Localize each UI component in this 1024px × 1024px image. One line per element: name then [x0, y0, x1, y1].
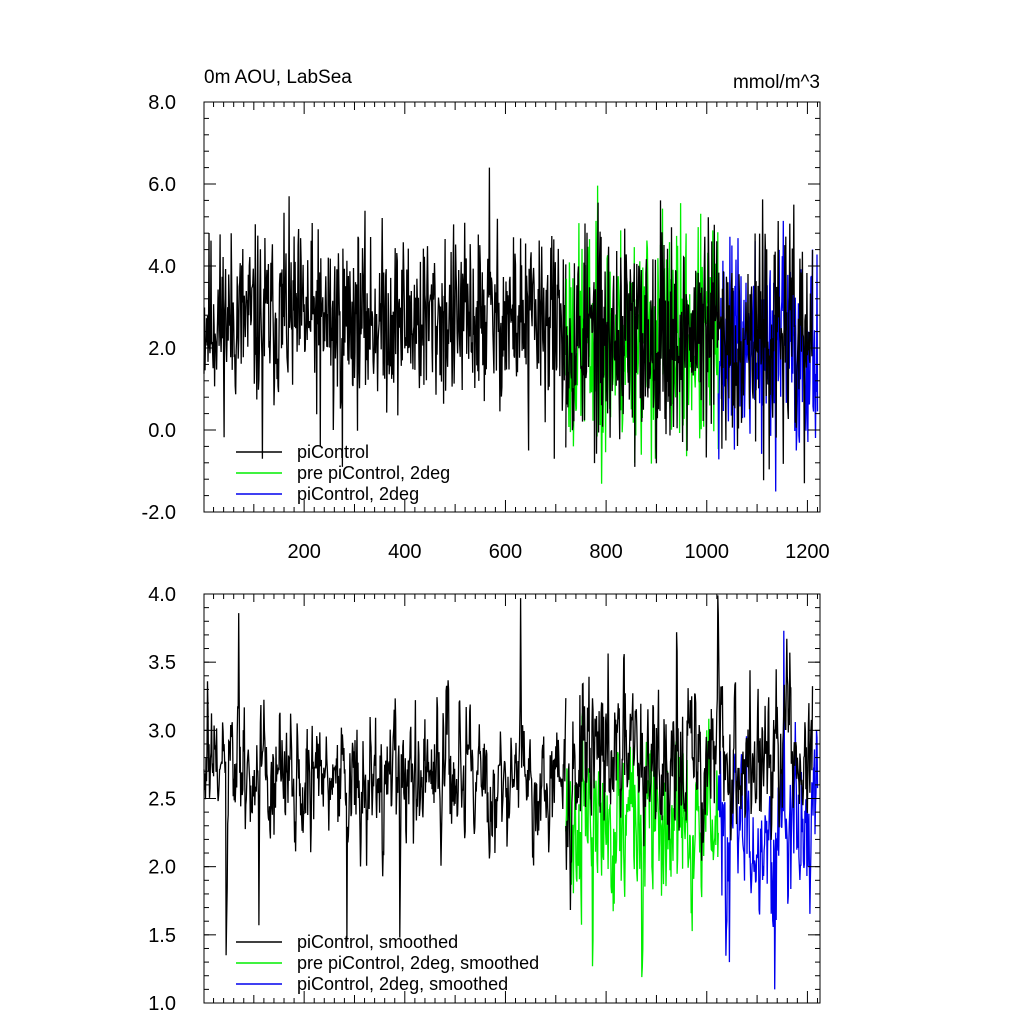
y-tick-label: 3.5	[148, 652, 176, 674]
legend-label-pre-picontrol-2deg-smoothed: pre piControl, 2deg, smoothed	[297, 953, 539, 973]
y-tick-label: -2.0	[142, 502, 176, 524]
chart-title: 0m AOU, LabSea	[204, 67, 352, 88]
x-tick-label: 1000	[685, 541, 730, 563]
legend-label-picontrol-smoothed: piControl, smoothed	[297, 932, 458, 952]
y-tick-label: 2.0	[148, 338, 176, 360]
bottom-axes: 1.0 1.5 2.0 2.5 3.0 3.5 4.0	[148, 584, 820, 1015]
series-line-picontrol-2deg-smoothed	[717, 630, 819, 990]
series-line-pre-picontrol-2deg-smoothed	[565, 712, 719, 978]
top-series-group	[203, 167, 819, 492]
units-label: mmol/m^3	[733, 72, 820, 93]
y-tick-label: 1.5	[148, 925, 176, 947]
top-panel: 0m AOU, LabSea mmol/m^3 -2.0 0.0 2.0 4.0 6.0…	[142, 67, 830, 563]
legend-label-picontrol-2deg-smoothed: piControl, 2deg, smoothed	[297, 974, 508, 994]
y-tick-label: 2.5	[148, 789, 176, 811]
legend-label-picontrol: piControl	[297, 442, 369, 462]
y-tick-label: 0.0	[148, 420, 176, 442]
series-line-picontrol-smoothed	[203, 598, 567, 956]
series-line-picontrol-smoothed-overlay	[565, 595, 814, 911]
top-plot-frame	[203, 101, 821, 513]
bottom-series-group	[203, 595, 819, 990]
x-tick-label: 600	[489, 541, 522, 563]
bottom-panel: 1.0 1.5 2.0 2.5 3.0 3.5 4.0 piControl, smoothe…	[148, 584, 821, 1015]
y-tick-label: 4.0	[148, 584, 176, 606]
y-tick-label: 4.0	[148, 256, 176, 278]
series-line-picontrol	[203, 167, 567, 467]
x-tick-label: 1200	[785, 541, 830, 563]
x-tick-label: 800	[589, 541, 622, 563]
y-tick-label: 3.0	[148, 720, 176, 742]
series-line-picontrol-overlay	[565, 199, 814, 484]
y-tick-label: 2.0	[148, 857, 176, 879]
y-tick-label: 6.0	[148, 174, 176, 196]
x-tick-label: 400	[388, 541, 421, 563]
legend-label-picontrol-2deg: piControl, 2deg	[297, 484, 419, 504]
top-axes: -2.0 0.0 2.0 4.0 6.0 8.0 200 400 600 800 1000 1200	[142, 92, 830, 563]
y-tick-label: 8.0	[148, 92, 176, 114]
y-tick-label: 1.0	[148, 993, 176, 1015]
legend-label-pre-picontrol-2deg: pre piControl, 2deg	[297, 463, 450, 483]
x-tick-label: 200	[287, 541, 320, 563]
